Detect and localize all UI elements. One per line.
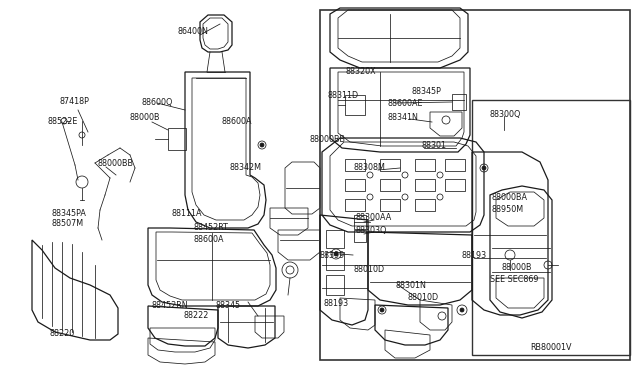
Text: 88193: 88193 [324, 298, 349, 308]
Circle shape [482, 166, 486, 170]
Text: RB80001V: RB80001V [530, 343, 572, 352]
Text: 88452RT: 88452RT [193, 222, 228, 231]
Text: SEE SEC869: SEE SEC869 [490, 275, 538, 283]
Text: 88220: 88220 [50, 328, 76, 337]
Text: 86400N: 86400N [178, 28, 209, 36]
Text: 88300AA: 88300AA [356, 214, 392, 222]
Text: 88303Q: 88303Q [356, 225, 387, 234]
Text: 88345P: 88345P [412, 87, 442, 96]
Text: 88000BB: 88000BB [97, 158, 133, 167]
Text: 88507M: 88507M [52, 219, 84, 228]
Text: 88000BB: 88000BB [310, 135, 346, 144]
Circle shape [260, 143, 264, 147]
Text: 88000B: 88000B [130, 112, 161, 122]
Bar [452, 94, 466, 110]
Text: 88300Q: 88300Q [490, 109, 522, 119]
Text: 88301N: 88301N [396, 280, 427, 289]
Text: 88010D: 88010D [408, 292, 439, 301]
Text: 88341N: 88341N [388, 112, 419, 122]
Text: 88600A: 88600A [193, 235, 223, 244]
Text: 88193: 88193 [462, 250, 487, 260]
Text: 88000BA: 88000BA [492, 193, 528, 202]
Circle shape [380, 308, 384, 312]
Text: 88600Q: 88600Q [142, 99, 173, 108]
Text: 88320X: 88320X [346, 67, 376, 77]
Text: 88600A: 88600A [222, 118, 253, 126]
Text: 88522E: 88522E [48, 116, 78, 125]
Text: 88111A: 88111A [172, 208, 202, 218]
Circle shape [334, 252, 338, 256]
Text: 88345PA: 88345PA [52, 208, 87, 218]
Bar [354, 230, 366, 242]
Text: 87418P: 87418P [60, 97, 90, 106]
Bar [354, 215, 366, 229]
Text: 88345: 88345 [215, 301, 240, 310]
Text: 88222: 88222 [184, 311, 209, 321]
Text: 88452RN: 88452RN [152, 301, 189, 310]
Text: 88308M: 88308M [354, 163, 386, 171]
Bar [345, 95, 365, 115]
Text: 88301: 88301 [422, 141, 447, 150]
Text: 88950M: 88950M [492, 205, 524, 215]
Bar [168, 128, 186, 150]
Text: 88342M: 88342M [230, 164, 262, 173]
Circle shape [460, 308, 464, 312]
Text: 88010D: 88010D [354, 266, 385, 275]
Text: 88311D: 88311D [328, 90, 359, 99]
Text: 88000B: 88000B [502, 263, 532, 272]
Text: 88399: 88399 [320, 250, 345, 260]
Text: 88600AE: 88600AE [388, 99, 424, 108]
